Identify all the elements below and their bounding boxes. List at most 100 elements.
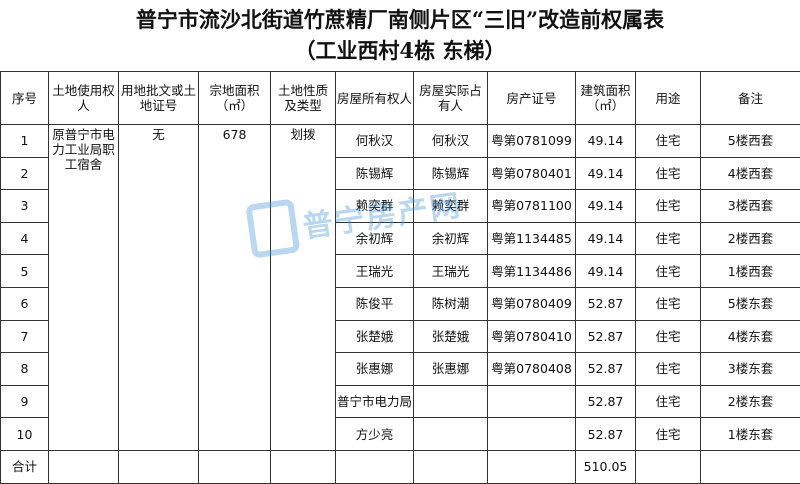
empty-cell — [635, 449, 701, 484]
document-title: 普宁市流沙北街道竹蔗精厂南侧片区“三旧”改造前权属表 （工业西村4栋 东梯） — [0, 4, 800, 66]
building-area: 49.14 — [575, 254, 636, 288]
empty-cell — [335, 449, 414, 484]
empty-cell — [413, 449, 488, 484]
total-row: 合计 510.05 — [0, 449, 800, 484]
ownership-table: 序号 土地使用权人 用地批文或土地证号 宗地面积（㎡） 土地性质及类型 房屋所有权人 房屋实… — [0, 71, 800, 484]
building-area: 52.87 — [575, 319, 636, 354]
house-occupant: 余初辉 — [413, 221, 488, 256]
house-occupant — [413, 384, 488, 419]
empty-cell — [700, 449, 800, 484]
remark: 4楼西套 — [700, 156, 800, 191]
house-occupant: 张惠娜 — [413, 352, 488, 386]
building-area: 49.14 — [575, 156, 636, 191]
house-owner: 何秋汉 — [335, 124, 414, 158]
property-cert — [487, 384, 576, 419]
house-occupant: 赖奕群 — [413, 189, 488, 223]
usage: 住宅 — [635, 286, 701, 321]
usage: 住宅 — [635, 221, 701, 256]
header-row: 序号 土地使用权人 用地批文或土地证号 宗地面积（㎡） 土地性质及类型 房屋所有权人 房屋实… — [0, 71, 800, 125]
house-owner: 普宁市电力局 — [335, 384, 414, 419]
row-number: 6 — [0, 286, 49, 321]
property-cert: 粤第1134486 — [487, 254, 576, 288]
remark: 1楼东套 — [700, 417, 800, 451]
title-line-1: 普宁市流沙北街道竹蔗精厂南侧片区“三旧”改造前权属表 — [135, 7, 665, 32]
empty-cell — [48, 449, 119, 484]
house-owner: 张楚娥 — [335, 319, 414, 354]
row-number: 5 — [0, 254, 49, 288]
table-row: 4 余初辉 余初辉 粤第1134485 49.14 住宅 2楼西套 — [0, 221, 800, 256]
row-number: 9 — [0, 384, 49, 419]
row-number: 8 — [0, 352, 49, 386]
remark: 1楼西套 — [700, 254, 800, 288]
column-header: 土地使用权人 — [48, 71, 119, 125]
remark: 5楼东套 — [700, 286, 800, 321]
building-area: 52.87 — [575, 417, 636, 451]
table-row: 9 普宁市电力局 52.87 住宅 2楼东套 — [0, 384, 800, 419]
column-header: 用地批文或土地证号 — [118, 71, 199, 125]
row-number: 7 — [0, 319, 49, 354]
title-line-2: （工业西村4栋 东梯） — [294, 38, 506, 63]
table-row: 5 王瑞光 王瑞光 粤第1134486 49.14 住宅 1楼西套 — [0, 254, 800, 288]
house-owner: 陈俊平 — [335, 286, 414, 321]
empty-cell — [198, 449, 271, 484]
table-row: 3 赖奕群 赖奕群 粤第0781100 49.14 住宅 3楼西套 — [0, 189, 800, 223]
usage: 住宅 — [635, 319, 701, 354]
usage: 住宅 — [635, 189, 701, 223]
building-area: 49.14 — [575, 221, 636, 256]
column-header: 房屋实际占有人 — [413, 71, 488, 125]
empty-cell — [270, 449, 336, 484]
usage: 住宅 — [635, 254, 701, 288]
table-row: 1 原普宁市电力工业局职工宿舍无 678 划拨 何秋汉 何秋汉 粤第0781099 49.14… — [0, 124, 800, 451]
remark: 3楼东套 — [700, 352, 800, 386]
land-approval: 无 — [118, 124, 199, 451]
empty-cell — [487, 449, 576, 484]
row-number: 1 — [0, 124, 49, 158]
row-number: 10 — [0, 417, 49, 451]
column-header: 房屋所有权人 — [335, 71, 414, 125]
table-row: 6 陈俊平 陈树潮 粤第0780409 52.87 住宅 5楼东套 — [0, 286, 800, 321]
row-number: 4 — [0, 221, 49, 256]
house-occupant: 陈树潮 — [413, 286, 488, 321]
property-cert: 粤第1134485 — [487, 221, 576, 256]
column-header: 序号 — [0, 71, 49, 125]
empty-cell — [118, 449, 199, 484]
house-owner: 陈锡辉 — [335, 156, 414, 191]
column-header: 建筑面积（㎡） — [575, 71, 636, 125]
total-area: 510.05 — [575, 449, 636, 484]
house-occupant: 张楚娥 — [413, 319, 488, 354]
building-area: 52.87 — [575, 352, 636, 386]
column-header: 用途 — [635, 71, 701, 125]
table-row: 8 张惠娜 张惠娜 粤第0780408 52.87 住宅 3楼东套 — [0, 352, 800, 386]
land-holder: 原普宁市电力工业局职工宿舍 — [48, 124, 119, 451]
house-occupant: 何秋汉 — [413, 124, 488, 158]
house-owner: 赖奕群 — [335, 189, 414, 223]
remark: 2楼东套 — [700, 384, 800, 419]
house-owner: 张惠娜 — [335, 352, 414, 386]
house-occupant: 王瑞光 — [413, 254, 488, 288]
remark: 3楼西套 — [700, 189, 800, 223]
house-owner: 方少亮 — [335, 417, 414, 451]
column-header: 宗地面积（㎡） — [198, 71, 271, 125]
building-area: 52.87 — [575, 286, 636, 321]
house-occupant — [413, 417, 488, 451]
property-cert — [487, 417, 576, 451]
house-owner: 余初辉 — [335, 221, 414, 256]
usage: 住宅 — [635, 156, 701, 191]
land-area: 678 — [198, 124, 271, 451]
usage: 住宅 — [635, 417, 701, 451]
property-cert: 粤第0780410 — [487, 319, 576, 354]
building-area: 49.14 — [575, 124, 636, 158]
total-label: 合计 — [0, 449, 49, 484]
property-cert: 粤第0781100 — [487, 189, 576, 223]
remark: 5楼西套 — [700, 124, 800, 158]
usage: 住宅 — [635, 384, 701, 419]
house-owner: 王瑞光 — [335, 254, 414, 288]
column-header: 房产证号 — [487, 71, 576, 125]
property-cert: 粤第0780401 — [487, 156, 576, 191]
usage: 住宅 — [635, 124, 701, 158]
building-area: 49.14 — [575, 189, 636, 223]
column-header: 备注 — [700, 71, 800, 125]
remark: 4楼东套 — [700, 319, 800, 354]
property-cert: 粤第0781099 — [487, 124, 576, 158]
remark: 2楼西套 — [700, 221, 800, 256]
